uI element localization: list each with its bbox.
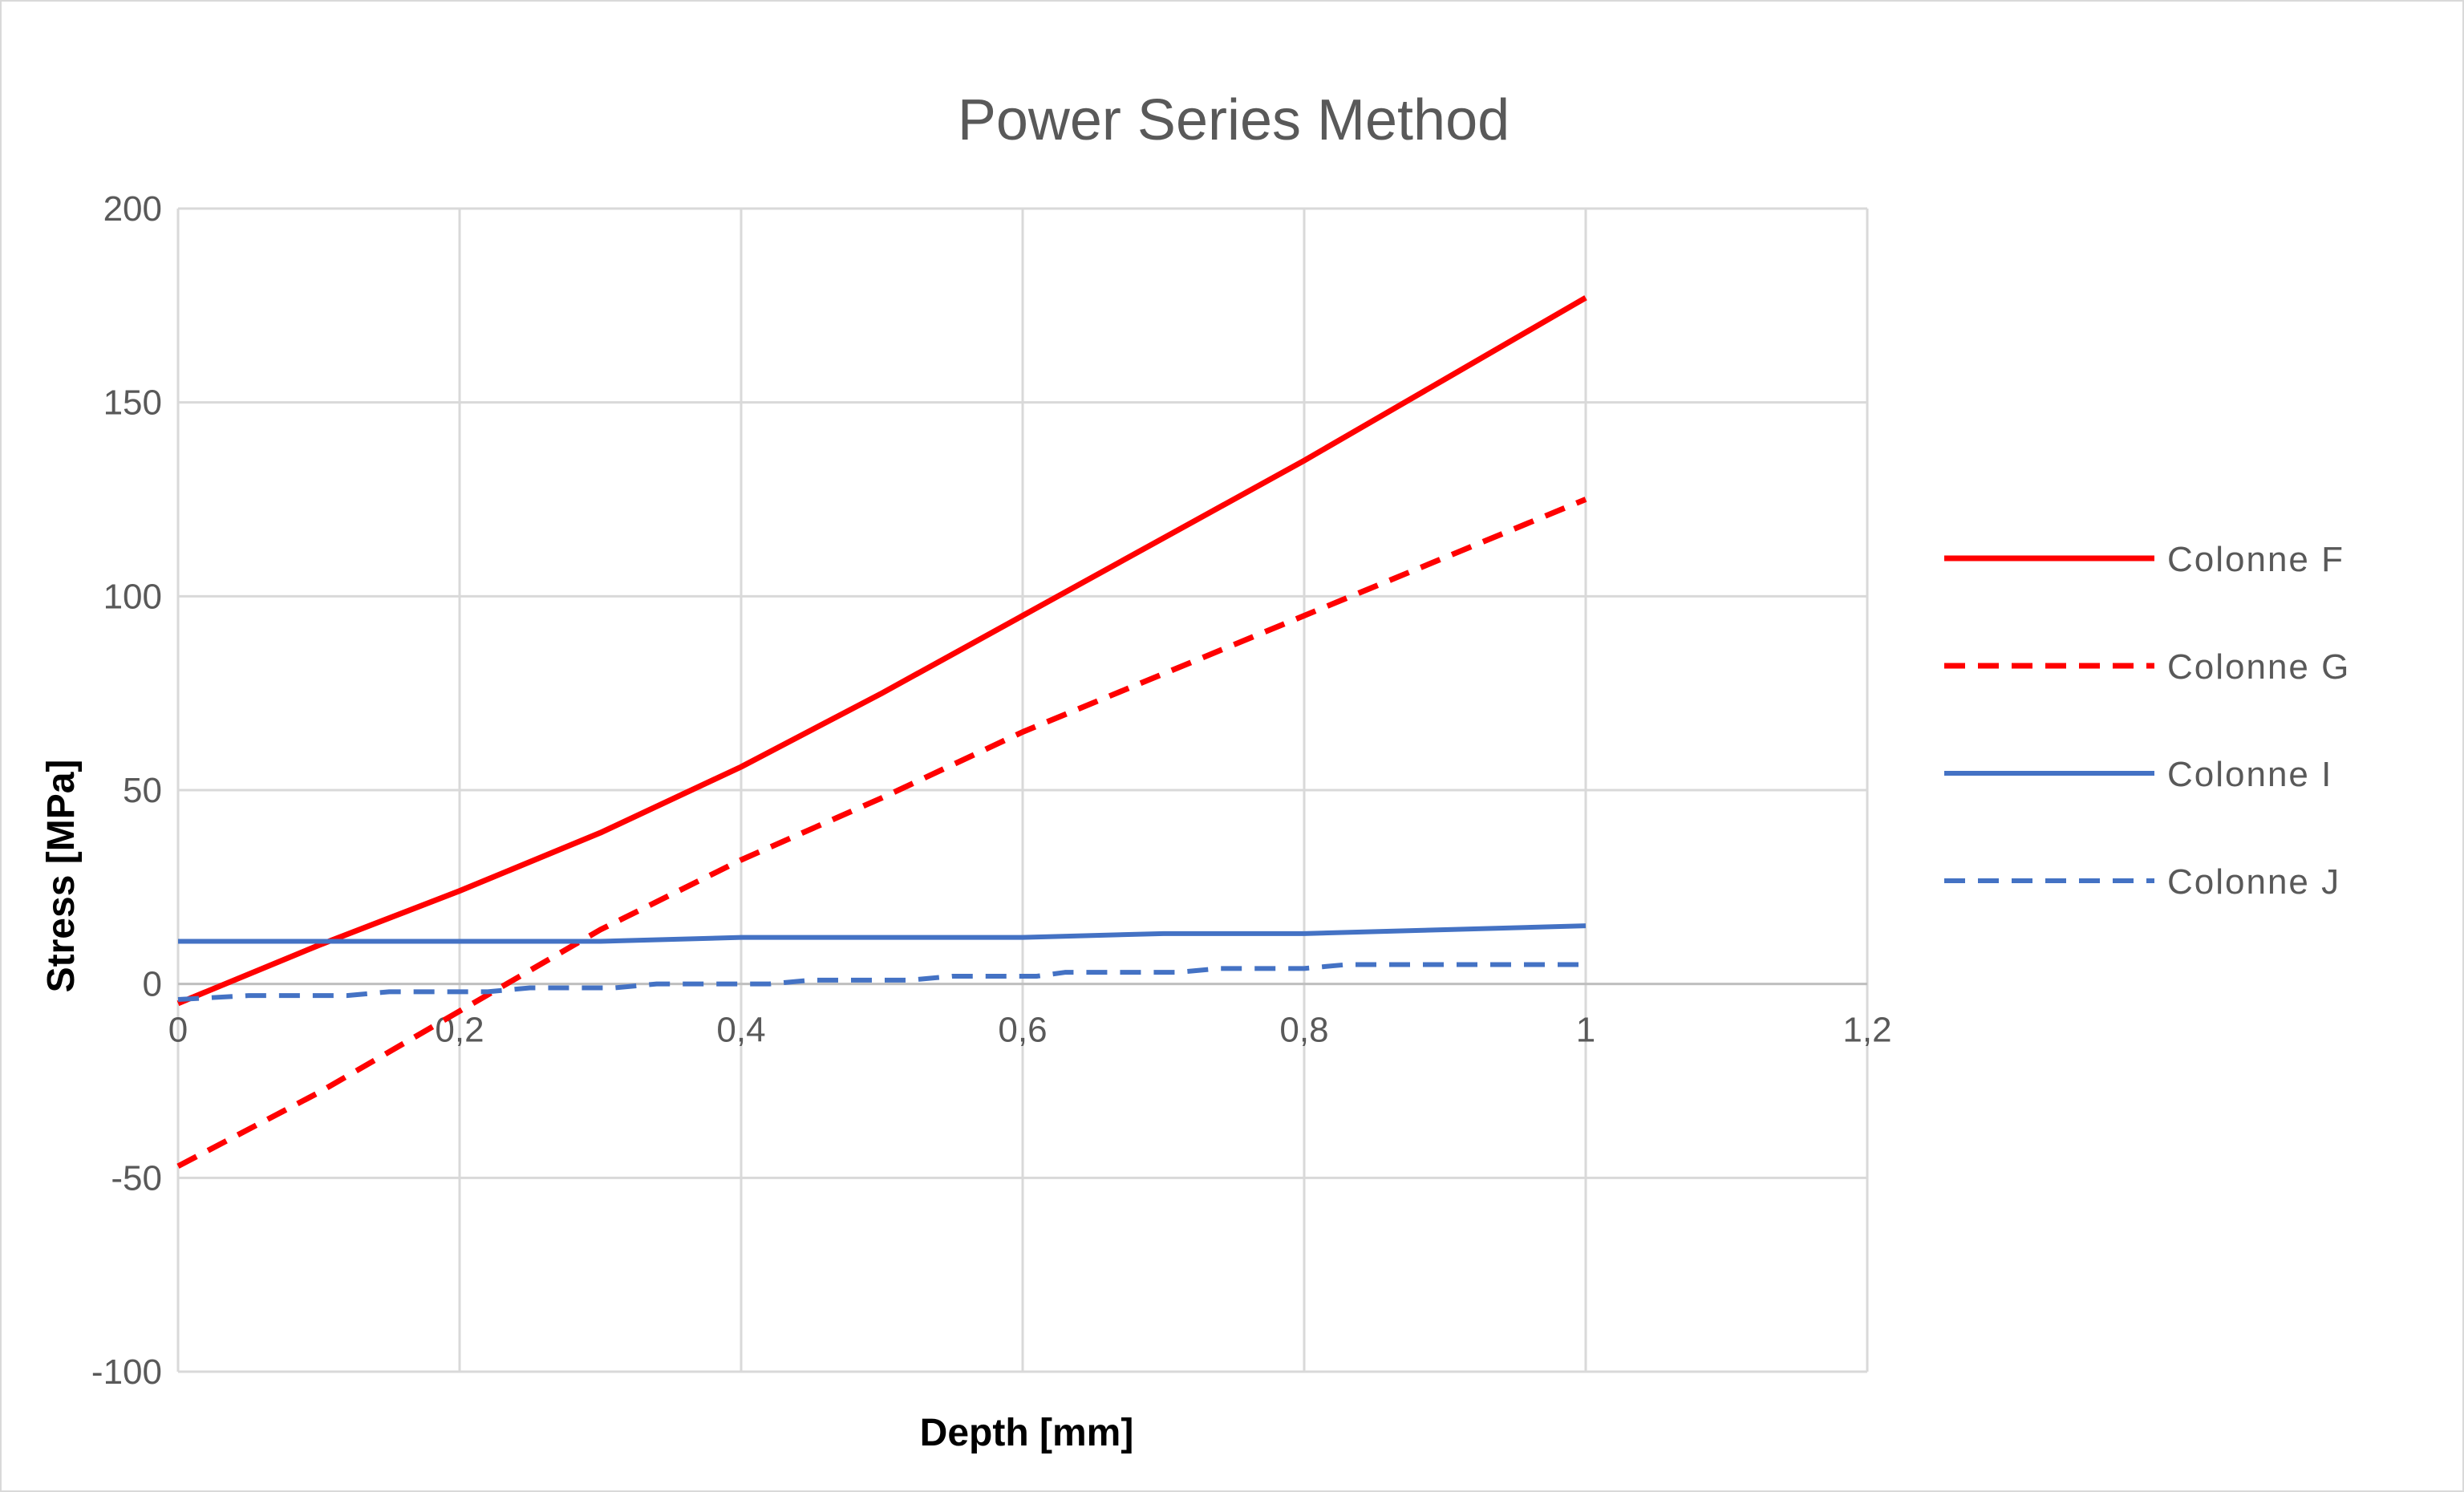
legend-label: Colonne G: [2167, 647, 2350, 687]
y-tick-label: 100: [103, 577, 162, 616]
x-axis-label: Depth [mm]: [920, 1412, 1134, 1454]
legend-item: Colonne J: [1944, 862, 2340, 902]
y-tick-label: -100: [91, 1352, 162, 1392]
x-tick-label: 0,4: [716, 1011, 765, 1050]
y-tick-label: 0: [143, 965, 162, 1004]
gridlines: [176, 207, 1869, 1373]
legend-item: Colonne I: [1944, 755, 2332, 794]
chart-title: Power Series Method: [958, 88, 1510, 152]
y-tick-label: -50: [111, 1158, 162, 1198]
legend-label: Colonne F: [2167, 540, 2344, 579]
legend-label: Colonne I: [2167, 755, 2332, 794]
legend-item: Colonne G: [1944, 647, 2350, 687]
axes: 0 0,2 0,4 0,6 0,8 1 1,2 200 150 100 50 0 -50 -100: [91, 189, 1892, 1392]
series-line-colonne-i: [178, 923, 1587, 944]
plot-series: [176, 295, 1587, 1169]
x-tick-label: 0,2: [435, 1011, 484, 1050]
y-tick-label: 150: [103, 383, 162, 423]
series-line-colonne-j: [177, 962, 1586, 1002]
y-tick-label: 200: [103, 189, 162, 229]
x-tick-label: 0,6: [998, 1011, 1047, 1050]
legend-item: Colonne F: [1944, 540, 2344, 579]
y-tick-label: 50: [123, 771, 162, 810]
x-tick-label: 0: [168, 1011, 188, 1050]
x-tick-label: 1: [1576, 1011, 1595, 1050]
x-tick-label: 0,8: [1279, 1011, 1328, 1050]
series-line-colonne-f: [176, 295, 1587, 1007]
legend-label: Colonne J: [2167, 862, 2340, 902]
series-line-colonne-g: [176, 497, 1587, 1169]
legend: Colonne F Colonne G Colonne I Colonne J: [1944, 540, 2350, 902]
y-axis-label: Stress [MPa]: [40, 760, 83, 993]
x-tick-label: 1,2: [1842, 1011, 1891, 1050]
